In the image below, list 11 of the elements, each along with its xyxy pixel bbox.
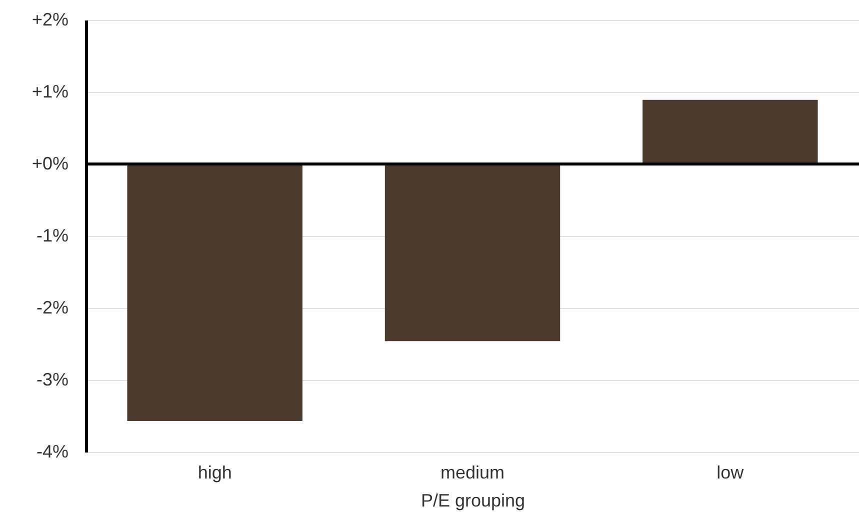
x-axis-title: P/E grouping [420, 490, 526, 510]
y-tick-label: -3% [36, 370, 68, 390]
x-tick-label: medium [440, 462, 505, 482]
y-tick-label: +1% [32, 82, 68, 102]
y-tick-label: -4% [36, 442, 68, 462]
x-tick-label: high [198, 462, 232, 482]
y-tick-label: +0% [32, 154, 68, 174]
y-tick-label: +2% [32, 10, 68, 30]
x-tick-label: low [716, 462, 745, 482]
y-tick-label: -2% [36, 298, 68, 318]
y-tick-label: -1% [36, 226, 68, 246]
